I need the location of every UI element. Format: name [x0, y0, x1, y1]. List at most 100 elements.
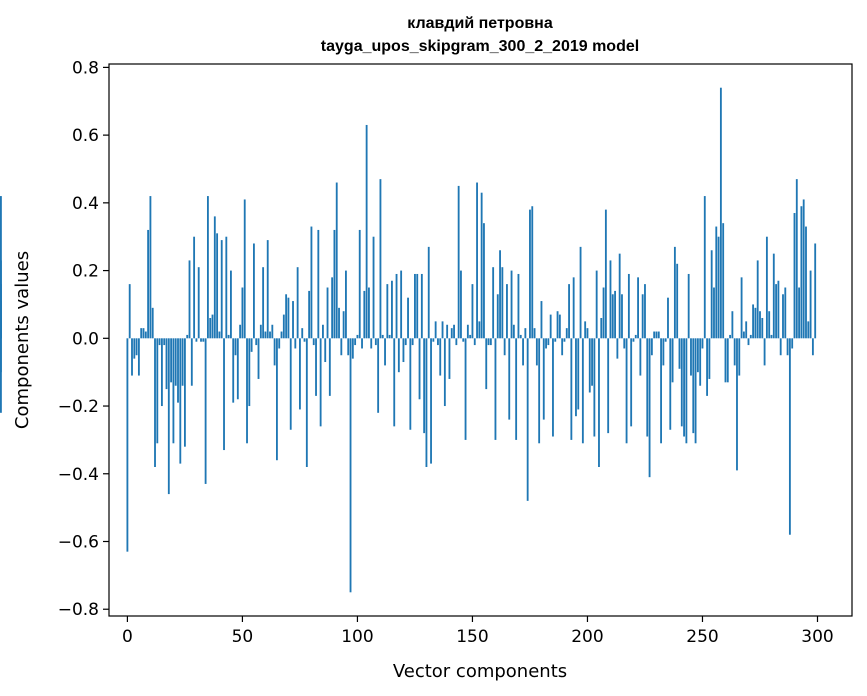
bar — [441, 321, 444, 339]
bar — [432, 338, 435, 342]
bar — [593, 338, 596, 437]
bar — [464, 338, 467, 440]
bar — [299, 338, 301, 410]
bar — [358, 229, 361, 339]
bar — [630, 338, 633, 427]
bar — [653, 331, 656, 339]
bar — [289, 338, 292, 430]
bar — [535, 338, 538, 366]
bar — [625, 338, 628, 444]
bar — [144, 331, 147, 339]
bar — [0, 338, 2, 413]
bar — [137, 338, 140, 376]
bar — [556, 311, 559, 339]
bar — [614, 290, 616, 339]
bar — [395, 273, 398, 339]
y-tick-label: −0.6 — [58, 532, 99, 552]
bar — [800, 206, 803, 339]
bar — [531, 206, 534, 339]
bar — [644, 284, 646, 339]
bar — [480, 192, 483, 339]
bar — [342, 311, 345, 339]
bar — [710, 250, 713, 339]
bar — [754, 307, 757, 339]
bar — [793, 213, 796, 339]
bar — [772, 253, 775, 339]
bar — [183, 338, 186, 447]
bar — [324, 338, 327, 363]
bar — [759, 311, 761, 339]
bar — [719, 87, 722, 339]
bar — [418, 338, 421, 400]
bar — [322, 324, 324, 339]
bar — [188, 260, 191, 339]
bar — [234, 338, 237, 356]
bar — [361, 338, 363, 349]
bar — [460, 270, 462, 339]
bar — [393, 338, 396, 427]
bar — [623, 338, 626, 349]
bar — [554, 338, 557, 342]
bar — [131, 338, 133, 376]
bar — [230, 270, 232, 339]
bar — [609, 260, 612, 339]
bar — [315, 338, 317, 396]
bar — [639, 338, 642, 376]
chart-subtitle: tayga_upos_skipgram_300_2_2019 model — [321, 38, 639, 55]
bar — [572, 277, 575, 339]
bar — [747, 338, 750, 346]
bar — [427, 246, 430, 339]
bar — [174, 338, 177, 386]
bar — [717, 236, 720, 339]
bar — [384, 338, 386, 366]
bar — [662, 338, 665, 366]
bar — [749, 334, 752, 339]
x-tick-label: 50 — [232, 627, 254, 647]
bar — [519, 334, 522, 339]
bar — [239, 324, 242, 339]
bar — [437, 338, 439, 346]
bar — [487, 338, 490, 346]
bar — [423, 338, 426, 434]
bar — [154, 338, 156, 467]
chart-title: клавдий петровна — [407, 15, 553, 32]
bar — [768, 311, 771, 339]
bar — [540, 301, 543, 339]
bar — [443, 338, 446, 407]
bar — [250, 338, 253, 352]
bar — [517, 273, 520, 339]
bar — [703, 196, 706, 339]
x-tick-label: 250 — [686, 627, 718, 647]
bar — [128, 284, 131, 339]
bar — [770, 334, 773, 339]
bar — [278, 338, 281, 349]
bar — [197, 267, 200, 339]
bar — [374, 338, 377, 346]
y-axis-label: Components values — [12, 251, 33, 429]
bar — [409, 338, 412, 430]
bar — [742, 331, 745, 339]
bar — [637, 277, 639, 339]
bar — [285, 294, 288, 339]
y-tick-label: 0.6 — [72, 126, 99, 146]
bar — [450, 328, 453, 339]
bar — [294, 338, 297, 349]
bar — [811, 338, 814, 356]
bar — [241, 287, 244, 339]
bar — [308, 290, 311, 339]
bar — [434, 321, 437, 339]
bar — [699, 338, 702, 386]
plot-frame — [108, 63, 853, 617]
bar — [669, 338, 672, 430]
bar — [627, 273, 630, 339]
bar — [575, 338, 577, 417]
bar — [170, 338, 173, 383]
bar — [706, 338, 708, 396]
bar — [354, 338, 357, 346]
bar — [455, 338, 458, 346]
bar — [200, 338, 202, 342]
bar — [296, 267, 299, 339]
bar — [524, 328, 527, 339]
bar — [163, 338, 166, 346]
bar — [579, 246, 582, 339]
